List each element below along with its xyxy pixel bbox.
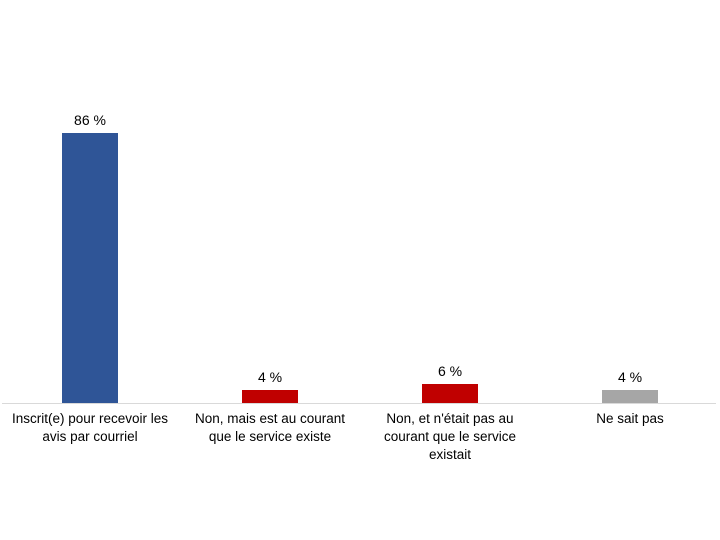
category-label: Non, et n'était pas au courant que le se…: [383, 411, 517, 462]
bar: [62, 133, 118, 403]
category-label: Ne sait pas: [596, 411, 664, 426]
bar-group: 4 % Ne sait pas: [540, 0, 720, 540]
bar-group: 4 % Non, mais est au courant que le servi…: [180, 0, 360, 540]
bar-value-label: 6 %: [437, 363, 463, 379]
x-axis-line: [2, 403, 716, 404]
bar: [242, 390, 298, 403]
bar: [422, 384, 478, 403]
bar-value-label: 86 %: [74, 112, 106, 128]
category-label: Non, mais est au courant que le service …: [194, 411, 346, 444]
bar-value-label: 4 %: [617, 369, 643, 385]
bar-value-label: 4 %: [257, 369, 283, 385]
bar-group: 86 % Inscrit(e) pour recevoir les avis pa…: [0, 0, 180, 540]
bar: [602, 390, 658, 403]
category-label: Inscrit(e) pour recevoir les avis par co…: [11, 411, 169, 444]
bar-group: 6 % Non, et n'était pas au courant que le…: [360, 0, 540, 540]
